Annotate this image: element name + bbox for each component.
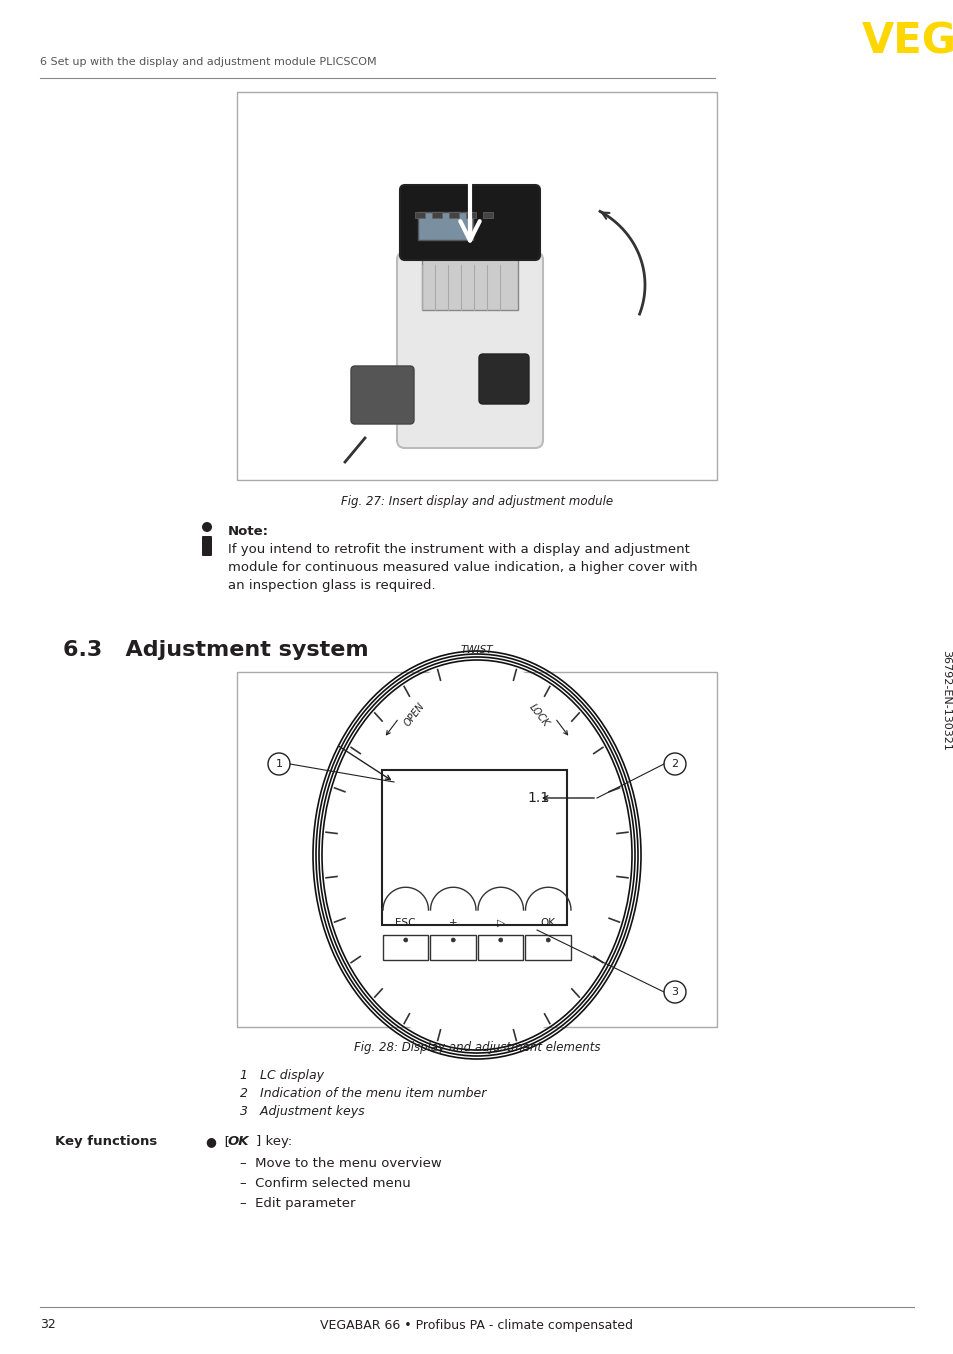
Text: +: + [449,918,457,927]
Text: OK: OK [228,1135,250,1148]
Bar [236,92,717,481]
Text: ] key:: ] key: [255,1135,292,1148]
Text: 1   LC display: 1 LC display [240,1070,324,1082]
Bar [415,213,424,218]
Text: Key functions: Key functions [55,1135,157,1148]
Circle shape [451,938,455,942]
Bar [465,213,476,218]
Text: –  Confirm selected menu: – Confirm selected menu [240,1177,411,1190]
Text: Note:: Note: [228,525,269,538]
FancyBboxPatch shape [202,536,212,556]
Text: TWIST: TWIST [460,645,493,655]
Circle shape [663,982,685,1003]
Text: VEGABAR 66 • Profibus PA - climate compensated: VEGABAR 66 • Profibus PA - climate compe… [320,1319,633,1331]
Bar [449,213,458,218]
Text: ●: ● [205,1135,215,1148]
Text: 36792-EN-130321: 36792-EN-130321 [940,650,950,750]
Text: ▷: ▷ [497,918,504,927]
Bar [421,255,517,310]
Bar [432,213,441,218]
Text: module for continuous measured value indication, a higher cover with: module for continuous measured value ind… [228,561,697,574]
Text: 6.3   Adjustment system: 6.3 Adjustment system [63,640,368,659]
Bar [417,213,473,240]
FancyBboxPatch shape [351,366,414,424]
Text: 1: 1 [275,760,282,769]
Text: 3: 3 [671,987,678,997]
Text: 3   Adjustment keys: 3 Adjustment keys [240,1105,364,1118]
Bar [236,672,717,1026]
Bar [382,936,428,960]
FancyBboxPatch shape [478,353,529,403]
FancyBboxPatch shape [396,252,542,448]
Text: Fig. 27: Insert display and adjustment module: Fig. 27: Insert display and adjustment m… [340,496,613,509]
Circle shape [202,523,212,532]
Circle shape [403,938,407,942]
Text: Fig. 28: Display and adjustment elements: Fig. 28: Display and adjustment elements [354,1040,599,1053]
Circle shape [546,938,550,942]
Bar [482,213,493,218]
Circle shape [268,753,290,774]
FancyBboxPatch shape [399,185,539,260]
Text: LOCK: LOCK [527,701,550,728]
Bar [430,936,476,960]
Text: –  Move to the menu overview: – Move to the menu overview [240,1158,441,1170]
Text: ESC: ESC [395,918,416,927]
Bar [477,936,523,960]
Text: 2   Indication of the menu item number: 2 Indication of the menu item number [240,1087,486,1099]
Text: 2: 2 [671,760,678,769]
Text: OPEN: OPEN [402,701,427,728]
Bar [381,770,566,925]
Bar [525,936,571,960]
Text: 1.1: 1.1 [527,791,550,806]
Text: OK: OK [540,918,556,927]
Ellipse shape [325,663,628,1047]
Text: an inspection glass is required.: an inspection glass is required. [228,580,436,592]
Text: If you intend to retrofit the instrument with a display and adjustment: If you intend to retrofit the instrument… [228,543,689,556]
Text: 32: 32 [40,1319,55,1331]
Text: VEGA: VEGA [862,22,953,64]
Text: 6 Set up with the display and adjustment module PLICSCOM: 6 Set up with the display and adjustment… [40,57,376,66]
Text: [: [ [222,1135,230,1148]
Circle shape [498,938,502,942]
Circle shape [663,753,685,774]
Text: –  Edit parameter: – Edit parameter [240,1197,355,1210]
